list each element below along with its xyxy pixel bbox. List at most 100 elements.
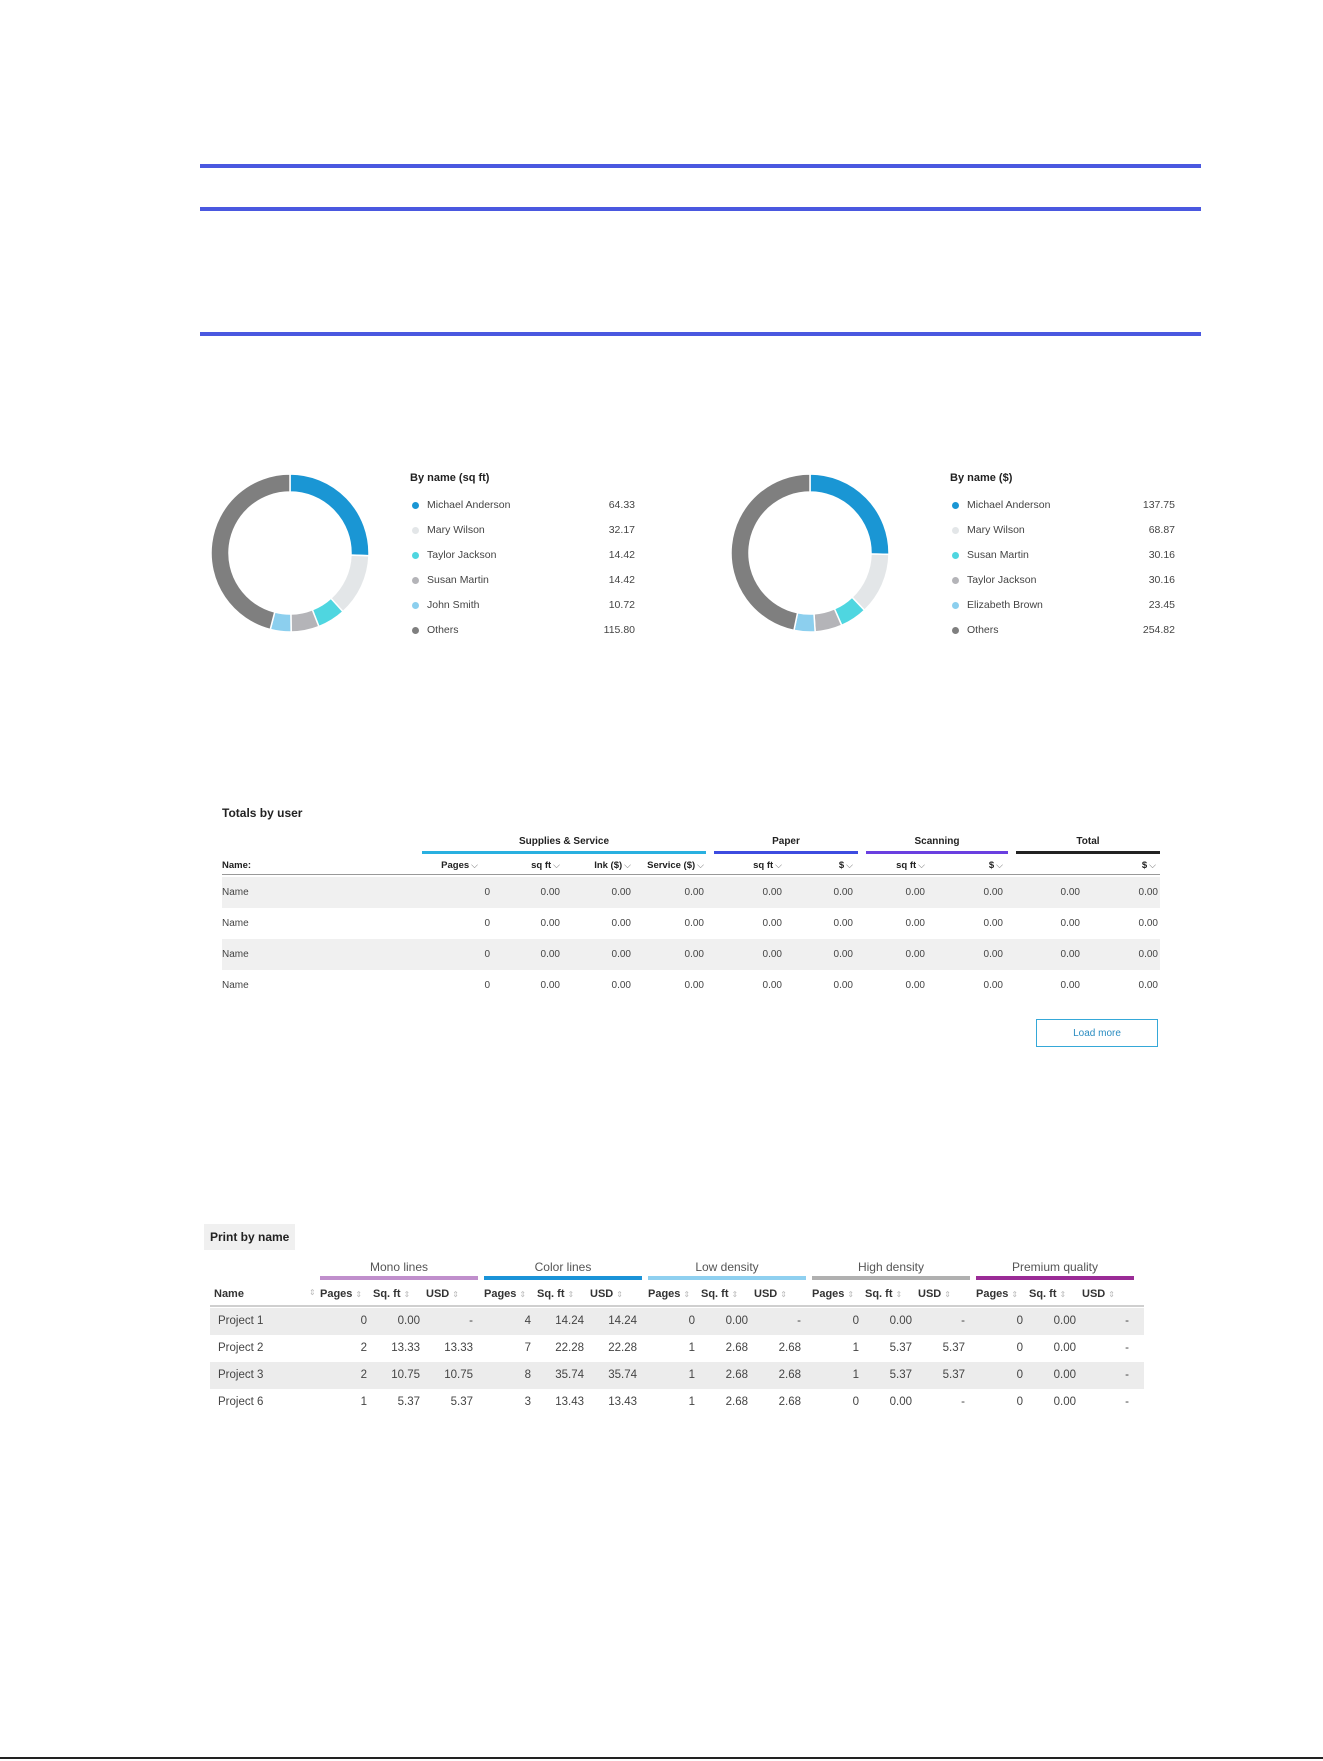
legend-dot-icon [952, 601, 959, 609]
print-title: Print by name [204, 1224, 296, 1250]
value-cell: 5.37 [942, 1369, 965, 1381]
legend-dot-icon [952, 626, 959, 634]
print-col-header[interactable]: USD ⇕ [1082, 1285, 1135, 1303]
print-col-header[interactable]: Pages ⇕ [320, 1285, 373, 1303]
value-cell: 0.00 [905, 887, 925, 898]
print-col-header[interactable]: Sq. ft ⇕ [1029, 1285, 1082, 1303]
legend-usd-item: Others 254.82 [952, 622, 1175, 638]
legend-sq-ft-item: Susan Martin 14.42 [412, 572, 635, 588]
value-cell: 0.00 [611, 949, 631, 960]
totals-col-header[interactable]: Service ($) ⌵ [614, 860, 704, 871]
value-cell: 0 [1016, 1396, 1023, 1408]
legend-usd-item-name: Mary Wilson [967, 524, 1025, 536]
table-row[interactable]: Project 1 0 0.00 - 4 14.24 14.24 0 0.00 - 0 0.00 - 0 0… [210, 1308, 1144, 1335]
top-rule-3 [200, 332, 1201, 336]
value-cell: 3 [524, 1396, 531, 1408]
value-cell: 0.00 [611, 980, 631, 991]
print-col-header[interactable]: Sq. ft ⇕ [537, 1285, 590, 1303]
value-cell: 0.00 [540, 980, 560, 991]
totals-col-header[interactable]: $ ⌵ [1066, 860, 1156, 871]
slice-michael-anderson [809, 473, 890, 556]
value-cell: 13.43 [555, 1396, 584, 1408]
value-cell: 0.00 [762, 949, 782, 960]
print-col-header[interactable]: USD ⇕ [590, 1285, 643, 1303]
value-cell: 0 [1016, 1342, 1023, 1354]
value-cell: 0.00 [1060, 949, 1080, 960]
print-group-line [320, 1276, 478, 1280]
totals-col-header-label: $ [838, 860, 845, 871]
value-cell: 1 [360, 1396, 367, 1408]
totals-col-header[interactable]: $ ⌵ [913, 860, 1003, 871]
table-row[interactable]: Name 0 0.00 0.00 0.00 0.00 0.00 0.00 0.00 0.00 0.0… [222, 970, 1160, 1001]
print-col-header-label: Sq. ft [373, 1288, 401, 1300]
print-col-header[interactable]: Sq. ft ⇕ [701, 1285, 754, 1303]
value-cell: 1 [688, 1396, 695, 1408]
value-cell: 2 [360, 1342, 367, 1354]
value-cell: 0.00 [611, 918, 631, 929]
value-cell: 0.00 [983, 949, 1003, 960]
print-col-header[interactable]: USD ⇕ [426, 1285, 479, 1303]
table-row[interactable]: Project 6 1 5.37 5.37 3 13.43 13.43 1 2.68 2.68 0 0… [210, 1389, 1144, 1416]
value-cell: 0.00 [1138, 887, 1158, 898]
sort-icon[interactable]: ⇕ [309, 1288, 316, 1297]
totals-col-header[interactable]: sq ft ⌵ [835, 860, 925, 871]
donut-chart-usd [730, 473, 890, 633]
table-row[interactable]: Project 3 2 10.75 10.75 8 35.74 35.74 1 2.68 2.68… [210, 1362, 1144, 1389]
totals-col-header[interactable]: Pages ⌵ [388, 860, 478, 871]
donut-chart-sq-ft [210, 473, 370, 633]
chevron-down-icon: ⌵ [775, 860, 782, 870]
value-cell: 1 [852, 1369, 859, 1381]
print-col-header[interactable]: Pages ⇕ [976, 1285, 1029, 1303]
table-row[interactable]: Project 2 2 13.33 13.33 7 22.28 22.28 1 2.68 2.68… [210, 1335, 1144, 1362]
chevron-down-icon: ⌵ [1149, 860, 1156, 870]
sort-icon: ⇕ [731, 1290, 739, 1299]
print-group-label: Premium quality [1011, 1260, 1099, 1274]
table-row[interactable]: Name 0 0.00 0.00 0.00 0.00 0.00 0.00 0.00 0.00 0.0… [222, 908, 1160, 939]
legend-usd-item-value: 30.16 [1148, 574, 1175, 586]
legend-sq-ft-item: Taylor Jackson 14.42 [412, 547, 635, 563]
group-label-supplies: Supplies & Service [518, 836, 610, 847]
totals-col-header[interactable]: Ink ($) ⌵ [541, 860, 631, 871]
value-cell: 10.75 [391, 1369, 420, 1381]
print-col-header[interactable]: USD ⇕ [754, 1285, 807, 1303]
group-line-total [1016, 851, 1160, 854]
user-name-cell: Name [222, 887, 249, 898]
totals-col-header-label: sq ft [896, 860, 917, 871]
value-cell: 0 [484, 887, 490, 898]
totals-col-header[interactable]: $ ⌵ [763, 860, 853, 871]
table-row[interactable]: Name 0 0.00 0.00 0.00 0.00 0.00 0.00 0.00 0.00 0.0… [222, 939, 1160, 970]
sort-icon: ⇕ [452, 1290, 459, 1299]
group-line-supplies [422, 851, 706, 854]
legend-usd-item-name: Taylor Jackson [967, 574, 1037, 586]
table-row[interactable]: Name 0 0.00 0.00 0.00 0.00 0.00 0.00 0.00 0.00 0.0… [222, 877, 1160, 908]
value-cell: 0.00 [1053, 1342, 1076, 1354]
value-cell: 0.00 [1053, 1369, 1076, 1381]
print-col-header-label: Pages [648, 1288, 681, 1300]
group-label-scanning: Scanning [914, 836, 960, 847]
value-cell: 2.68 [778, 1396, 801, 1408]
legend-sq-ft-item: Others 115.80 [412, 622, 635, 638]
print-col-header[interactable]: Pages ⇕ [812, 1285, 865, 1303]
print-col-header[interactable]: Sq. ft ⇕ [373, 1285, 426, 1303]
sort-icon: ⇕ [780, 1290, 787, 1299]
print-group-line [484, 1276, 642, 1280]
print-group-label: Mono lines [369, 1260, 429, 1274]
print-col-header[interactable]: USD ⇕ [918, 1285, 971, 1303]
print-col-header[interactable]: Pages ⇕ [648, 1285, 701, 1303]
print-col-header[interactable]: Pages ⇕ [484, 1285, 537, 1303]
value-cell: 0 [852, 1396, 859, 1408]
load-more-button[interactable]: Load more [1036, 1019, 1158, 1047]
legend-sq-ft-item-name: Others [427, 624, 459, 636]
value-cell: 5.37 [942, 1342, 965, 1354]
legend-dot-icon [412, 526, 419, 534]
print-col-header[interactable]: Sq. ft ⇕ [865, 1285, 918, 1303]
value-cell: 0.00 [1138, 949, 1158, 960]
value-cell: 0 [484, 980, 490, 991]
legend-dot-icon [952, 501, 959, 509]
value-cell: 0 [1016, 1315, 1023, 1327]
totals-col-header[interactable]: sq ft ⌵ [692, 860, 782, 871]
value-cell: 5.37 [889, 1369, 912, 1381]
totals-col-header-label: Ink ($) [594, 860, 623, 871]
totals-col-header-label: sq ft [753, 860, 774, 871]
totals-col-header[interactable]: sq ft ⌵ [470, 860, 560, 871]
